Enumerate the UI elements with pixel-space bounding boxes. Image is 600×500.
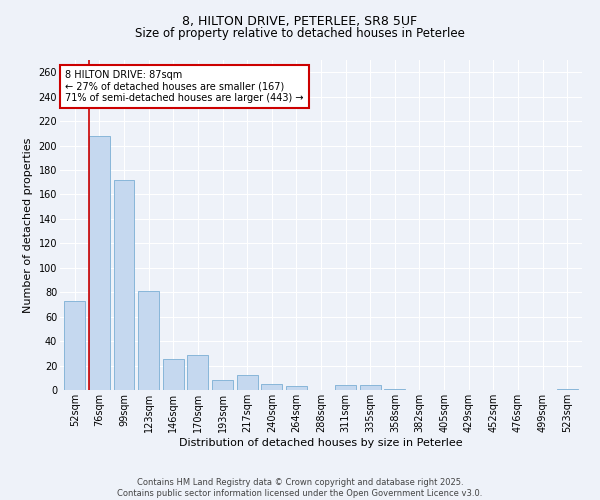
Bar [64, 301, 85, 390]
Text: Size of property relative to detached houses in Peterlee: Size of property relative to detached ho… [135, 28, 465, 40]
Bar [138, 291, 159, 390]
Y-axis label: Number of detached properties: Number of detached properties [23, 138, 33, 312]
X-axis label: Distribution of detached houses by size in Peterlee: Distribution of detached houses by size … [179, 438, 463, 448]
Bar [360, 385, 381, 390]
Text: Contains HM Land Registry data © Crown copyright and database right 2025.
Contai: Contains HM Land Registry data © Crown c… [118, 478, 482, 498]
Bar [557, 389, 578, 390]
Bar [212, 380, 233, 390]
Bar [187, 354, 208, 390]
Text: 8 HILTON DRIVE: 87sqm
← 27% of detached houses are smaller (167)
71% of semi-det: 8 HILTON DRIVE: 87sqm ← 27% of detached … [65, 70, 304, 103]
Bar [89, 136, 110, 390]
Bar [163, 360, 184, 390]
Text: 8, HILTON DRIVE, PETERLEE, SR8 5UF: 8, HILTON DRIVE, PETERLEE, SR8 5UF [182, 15, 418, 28]
Bar [261, 384, 282, 390]
Bar [335, 385, 356, 390]
Bar [385, 389, 406, 390]
Bar [236, 376, 257, 390]
Bar [286, 386, 307, 390]
Bar [113, 180, 134, 390]
